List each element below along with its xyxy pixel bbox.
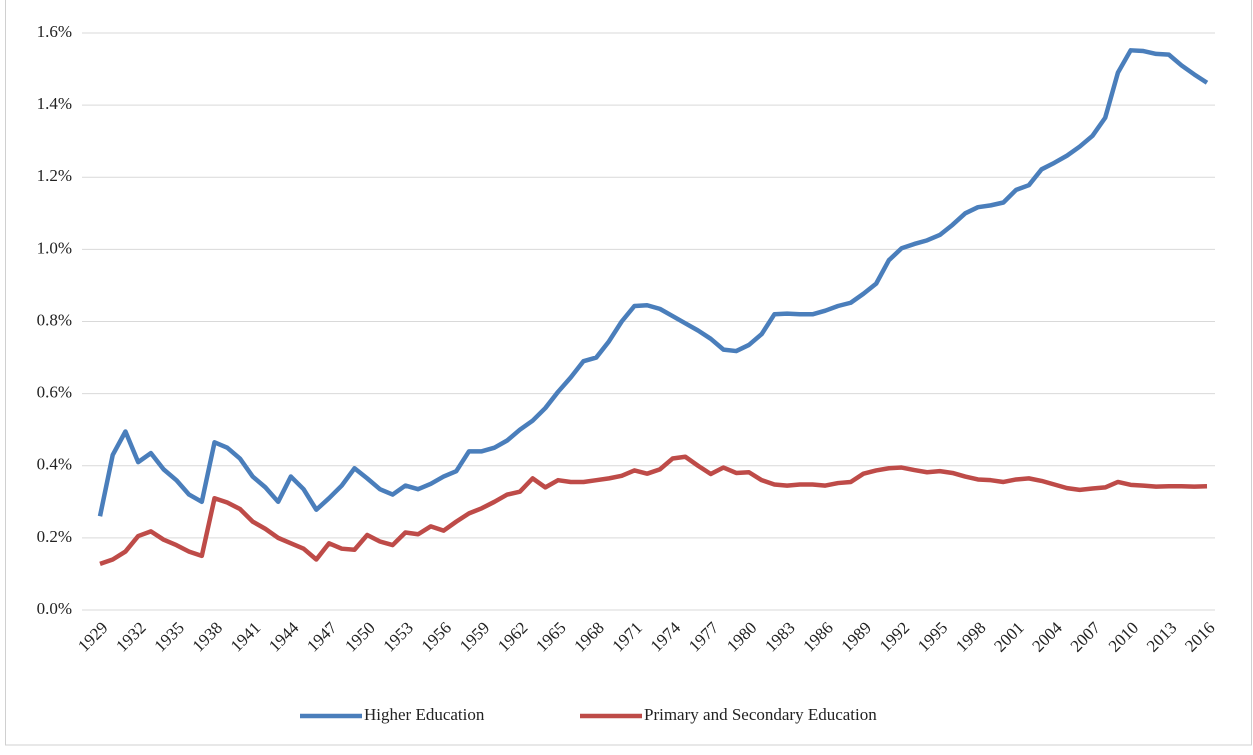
legend-label: Higher Education <box>364 705 485 724</box>
y-tick-label: 1.2% <box>37 166 72 185</box>
x-tick-label: 2001 <box>990 618 1027 655</box>
y-tick-label: 1.4% <box>37 94 72 113</box>
x-tick-label: 1968 <box>570 618 607 655</box>
x-tick-label: 2010 <box>1105 618 1142 655</box>
y-tick-label: 1.6% <box>37 22 72 41</box>
x-tick-label: 1929 <box>74 618 111 655</box>
y-tick-label: 0.6% <box>37 383 72 402</box>
y-tick-label: 0.0% <box>37 599 72 618</box>
x-tick-label: 1965 <box>532 618 569 655</box>
x-tick-label: 2007 <box>1067 618 1105 656</box>
x-tick-label: 2013 <box>1143 618 1180 655</box>
x-tick-label: 1971 <box>609 618 646 655</box>
x-tick-label: 1998 <box>952 618 989 655</box>
x-tick-label: 1986 <box>799 618 836 655</box>
x-tick-label: 2004 <box>1028 618 1066 656</box>
chart-border <box>5 0 1252 746</box>
x-tick-label: 1992 <box>876 618 913 655</box>
x-tick-label: 1947 <box>303 618 341 656</box>
x-tick-label: 1950 <box>341 618 378 655</box>
series-line <box>97 48 1209 517</box>
series-line <box>99 454 1208 566</box>
legend-label: Primary and Secondary Education <box>644 705 877 724</box>
x-tick-label: 1944 <box>265 618 303 656</box>
x-tick-label: 1989 <box>838 618 875 655</box>
x-tick-label: 1938 <box>189 618 226 655</box>
x-tick-label: 1995 <box>914 618 951 655</box>
x-tick-label: 1932 <box>112 618 149 655</box>
y-tick-label: 0.2% <box>37 527 72 546</box>
x-tick-label: 2016 <box>1181 618 1218 655</box>
x-tick-label: 1959 <box>456 618 493 655</box>
x-tick-label: 1974 <box>647 618 685 656</box>
x-tick-label: 1956 <box>418 618 455 655</box>
x-tick-label: 1941 <box>227 618 264 655</box>
x-tick-label: 1983 <box>761 618 798 655</box>
x-tick-label: 1977 <box>685 618 723 656</box>
y-tick-label: 0.8% <box>37 310 72 329</box>
x-tick-label: 1962 <box>494 618 531 655</box>
y-tick-label: 1.0% <box>37 238 72 257</box>
x-tick-label: 1980 <box>723 618 760 655</box>
x-tick-label: 1953 <box>379 618 416 655</box>
x-tick-label: 1935 <box>150 618 187 655</box>
y-tick-label: 0.4% <box>37 455 72 474</box>
